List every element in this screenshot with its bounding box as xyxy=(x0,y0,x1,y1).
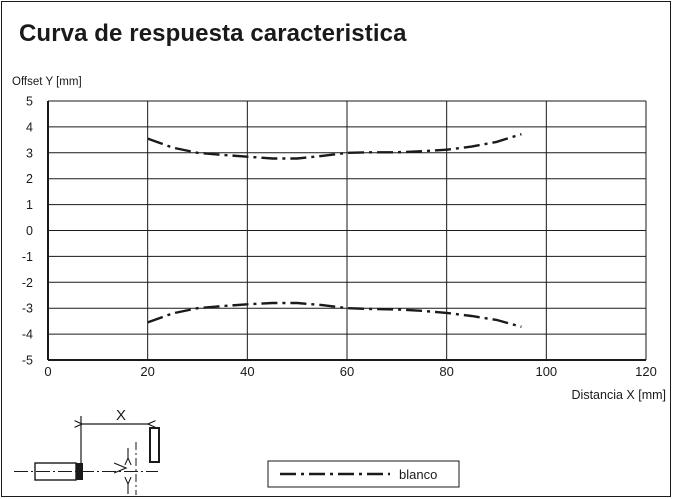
tick-labels: 0 20 40 60 80 100 120 5 4 3 2 1 0 -1 -2 -3 -4 -5 xyxy=(22,95,657,380)
dimension-x-label: X xyxy=(116,407,126,424)
x-axis-label: Distancia X [mm] xyxy=(572,388,666,402)
y-tick-label: -3 xyxy=(22,302,33,316)
x-tick-label: 40 xyxy=(240,364,254,379)
target-plate xyxy=(149,427,160,463)
legend: blanco xyxy=(267,460,460,488)
series-line-lower xyxy=(147,301,522,328)
chart-title: Curva de respuesta caracteristica xyxy=(19,20,407,47)
y-tick-label: 5 xyxy=(26,95,33,109)
series-layer xyxy=(147,133,522,328)
y-tick-label: -4 xyxy=(22,328,33,342)
y-tick-label: 2 xyxy=(26,172,33,186)
sensor-diagram: X xyxy=(14,407,160,495)
legend-box xyxy=(267,460,460,488)
legend-label: blanco xyxy=(399,467,437,482)
offset-arrow xyxy=(113,462,128,474)
x-tick-label: 0 xyxy=(44,364,51,379)
x-tick-label: 80 xyxy=(439,364,453,379)
y-tick-label: -5 xyxy=(22,354,33,368)
series-line-upper xyxy=(147,133,522,160)
grid xyxy=(47,100,647,361)
x-tick-label: 120 xyxy=(635,364,657,379)
y-tick-label: 0 xyxy=(26,224,33,238)
x-tick-label: 100 xyxy=(535,364,557,379)
y-tick-label: 1 xyxy=(26,198,33,212)
y-tick-label: -2 xyxy=(22,276,33,290)
y-tick-label: -1 xyxy=(22,250,33,264)
y-axis-label: Offset Y [mm] xyxy=(12,76,82,88)
y-tick-label: 3 xyxy=(26,146,33,160)
x-tick-label: 60 xyxy=(340,364,354,379)
x-tick-label: 20 xyxy=(140,364,154,379)
sensor-lens xyxy=(76,463,83,480)
y-tick-label: 4 xyxy=(26,120,33,134)
